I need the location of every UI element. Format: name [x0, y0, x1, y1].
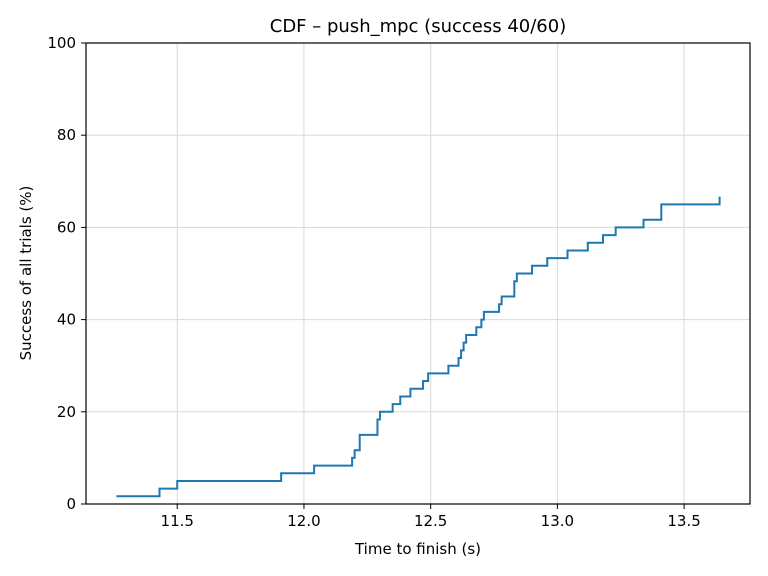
y-tick-label: 0: [66, 495, 76, 513]
x-tick-label: 11.5: [161, 512, 194, 530]
x-axis-label: Time to finish (s): [354, 540, 481, 558]
y-tick-label: 80: [57, 126, 76, 144]
x-tick-label: 12.0: [287, 512, 320, 530]
grid-lines: [86, 42, 750, 505]
y-axis-label: Success of all trials (%): [17, 186, 35, 361]
x-tick-label: 13.0: [541, 512, 574, 530]
chart-title: CDF – push_mpc (success 40/60): [270, 16, 566, 37]
axes-frame: [85, 42, 751, 505]
x-tick-label: 12.5: [414, 512, 447, 530]
plot-area: [116, 196, 721, 498]
cdf-step-line: [116, 196, 721, 498]
y-axis-ticks: 0 20 40 60 80 100: [47, 34, 86, 513]
y-tick-label: 100: [47, 34, 76, 52]
y-tick-label: 40: [57, 311, 76, 329]
y-tick-label: 60: [57, 218, 76, 236]
x-axis-ticks: 11.5 12.0 12.5 13.0 13.5: [161, 504, 701, 530]
x-tick-label: 13.5: [667, 512, 700, 530]
y-tick-label: 20: [57, 403, 76, 421]
